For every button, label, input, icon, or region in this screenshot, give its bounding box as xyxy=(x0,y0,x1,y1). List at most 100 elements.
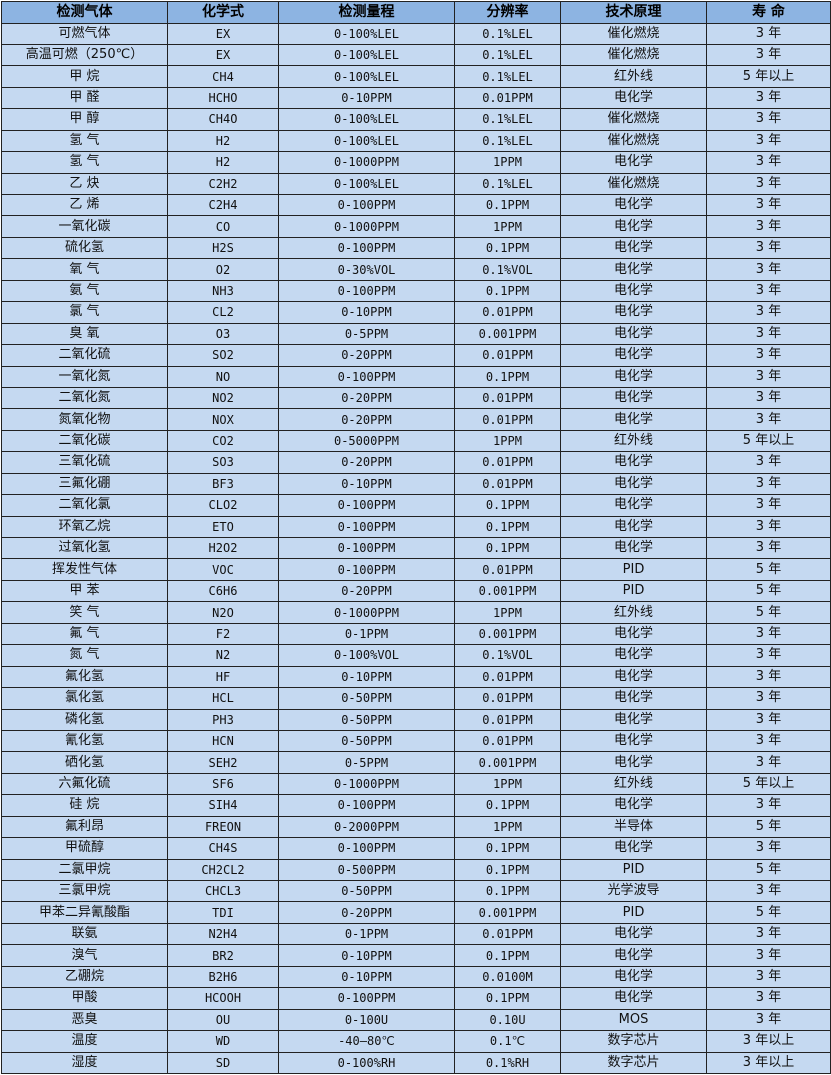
cell-range: 0-20PPM xyxy=(278,451,455,474)
cell-lifespan: 3 年 xyxy=(706,279,831,303)
cell-formula: EX xyxy=(167,43,279,67)
cell-gas: 氟利昂 xyxy=(1,815,168,839)
cell-gas: 氰化氢 xyxy=(1,729,168,753)
cell-formula: PH3 xyxy=(167,708,279,731)
cell-resolution: 0.1PPM xyxy=(454,794,561,817)
cell-gas: 温度 xyxy=(1,1030,168,1053)
cell-principle: 催化燃烧 xyxy=(560,43,707,67)
cell-formula: HF xyxy=(167,665,279,689)
cell-principle: 催化燃烧 xyxy=(560,22,707,45)
cell-gas: 氢 气 xyxy=(1,151,168,174)
cell-range: 0-2000PPM xyxy=(278,815,455,839)
cell-principle: 电化学 xyxy=(560,258,707,281)
table-row: 硅 烷 SIH4 0-100PPM 0.1PPM 电化学 3 年 xyxy=(1,794,831,817)
cell-resolution: 0.1PPM xyxy=(454,536,561,560)
cell-principle: 电化学 xyxy=(560,729,707,753)
cell-formula: CHCL3 xyxy=(167,879,279,903)
cell-lifespan: 5 年 xyxy=(706,815,831,839)
cell-principle: MOS xyxy=(560,1008,707,1032)
cell-resolution: 0.01PPM xyxy=(454,344,561,367)
cell-lifespan: 3 年 xyxy=(706,215,831,238)
header-resolution: 分辨率 xyxy=(454,1,561,24)
cell-resolution: 1PPM xyxy=(454,429,561,453)
cell-range: 0-100%LEL xyxy=(278,43,455,67)
cell-gas: 联氨 xyxy=(1,922,168,946)
table-row: 笑 气 N2O 0-1000PPM 1PPM 红外线 5 年 xyxy=(1,601,831,624)
cell-principle: 电化学 xyxy=(560,408,707,431)
cell-gas: 氯 气 xyxy=(1,301,168,324)
cell-range: 0-100PPM xyxy=(278,794,455,817)
cell-resolution: 0.001PPM xyxy=(454,622,561,646)
cell-principle: 数字芯片 xyxy=(560,1030,707,1053)
cell-range: 0-100PPM xyxy=(278,236,455,260)
cell-principle: 电化学 xyxy=(560,193,707,217)
cell-formula: O3 xyxy=(167,322,279,346)
cell-lifespan: 3 年 xyxy=(706,837,831,860)
cell-resolution: 0.1PPM xyxy=(454,193,561,217)
cell-gas: 氟化氢 xyxy=(1,665,168,689)
cell-lifespan: 3 年 xyxy=(706,708,831,731)
cell-range: 0-100%LEL xyxy=(278,172,455,196)
table-row: 磷化氢 PH3 0-50PPM 0.01PPM 电化学 3 年 xyxy=(1,708,831,731)
cell-formula: NO xyxy=(167,365,279,388)
cell-formula: B2H6 xyxy=(167,965,279,989)
cell-resolution: 0.01PPM xyxy=(454,472,561,496)
cell-principle: 电化学 xyxy=(560,644,707,667)
table-row: 氯 气 CL2 0-10PPM 0.01PPM 电化学 3 年 xyxy=(1,301,831,324)
table-row: 氮氧化物 NOX 0-20PPM 0.01PPM 电化学 3 年 xyxy=(1,408,831,431)
table-row: 二氧化硫 SO2 0-20PPM 0.01PPM 电化学 3 年 xyxy=(1,344,831,367)
cell-gas: 乙 烯 xyxy=(1,193,168,217)
cell-gas: 三氯甲烷 xyxy=(1,879,168,903)
cell-principle: 电化学 xyxy=(560,837,707,860)
cell-gas: 甲 醇 xyxy=(1,108,168,131)
cell-gas: 二氧化氮 xyxy=(1,386,168,410)
cell-range: 0-20PPM xyxy=(278,408,455,431)
cell-lifespan: 3 年 xyxy=(706,451,831,474)
cell-gas: 磷化氢 xyxy=(1,708,168,731)
table-row: 甲 醇 CH4O 0-100%LEL 0.1%LEL 催化燃烧 3 年 xyxy=(1,108,831,131)
cell-gas: 一氧化碳 xyxy=(1,215,168,238)
header-range: 检测量程 xyxy=(278,1,455,24)
cell-principle: 红外线 xyxy=(560,601,707,624)
cell-gas: 甲苯二异氰酸酯 xyxy=(1,901,168,924)
table-row: 乙硼烷 B2H6 0-10PPM 0.0100M 电化学 3 年 xyxy=(1,965,831,989)
cell-principle: 电化学 xyxy=(560,965,707,989)
table-row: 二氯甲烷 CH2CL2 0-500PPM 0.1PPM PID 5 年 xyxy=(1,858,831,882)
cell-range: 0-100PPM xyxy=(278,279,455,303)
cell-resolution: 1PPM xyxy=(454,815,561,839)
cell-range: 0-1PPM xyxy=(278,922,455,946)
cell-formula: BF3 xyxy=(167,472,279,496)
cell-resolution: 0.1%LEL xyxy=(454,65,561,88)
table-row: 甲硫醇 CH4S 0-100PPM 0.1PPM 电化学 3 年 xyxy=(1,837,831,860)
cell-resolution: 0.1℃ xyxy=(454,1030,561,1053)
cell-lifespan: 3 年 xyxy=(706,472,831,496)
table-row: 六氟化硫 SF6 0-1000PPM 1PPM 红外线 5 年以上 xyxy=(1,772,831,796)
cell-principle: 电化学 xyxy=(560,451,707,474)
cell-resolution: 0.1%LEL xyxy=(454,172,561,196)
cell-resolution: 0.1%LEL xyxy=(454,129,561,153)
cell-formula: BR2 xyxy=(167,944,279,967)
cell-resolution: 0.1PPM xyxy=(454,494,561,517)
cell-gas: 一氧化氮 xyxy=(1,365,168,388)
cell-gas: 氨 气 xyxy=(1,279,168,303)
table-row: 可燃气体 EX 0-100%LEL 0.1%LEL 催化燃烧 3 年 xyxy=(1,22,831,45)
cell-gas: 氢 气 xyxy=(1,129,168,153)
cell-gas: 二氧化氯 xyxy=(1,494,168,517)
cell-range: 0-5PPM xyxy=(278,322,455,346)
cell-formula: H2S xyxy=(167,236,279,260)
cell-formula: VOC xyxy=(167,558,279,581)
cell-gas: 氮氧化物 xyxy=(1,408,168,431)
cell-lifespan: 3 年 xyxy=(706,922,831,946)
cell-resolution: 0.01PPM xyxy=(454,451,561,474)
cell-formula: SF6 xyxy=(167,772,279,796)
cell-gas: 溴气 xyxy=(1,944,168,967)
cell-lifespan: 3 年 xyxy=(706,794,831,817)
cell-range: 0-50PPM xyxy=(278,729,455,753)
cell-range: 0-50PPM xyxy=(278,879,455,903)
cell-range: 0-100PPM xyxy=(278,365,455,388)
cell-lifespan: 3 年 xyxy=(706,301,831,324)
table-row: 乙 烯 C2H4 0-100PPM 0.1PPM 电化学 3 年 xyxy=(1,193,831,217)
table-row: 二氧化氮 NO2 0-20PPM 0.01PPM 电化学 3 年 xyxy=(1,386,831,410)
table-row: 一氧化氮 NO 0-100PPM 0.1PPM 电化学 3 年 xyxy=(1,365,831,388)
cell-range: 0-100%LEL xyxy=(278,129,455,153)
